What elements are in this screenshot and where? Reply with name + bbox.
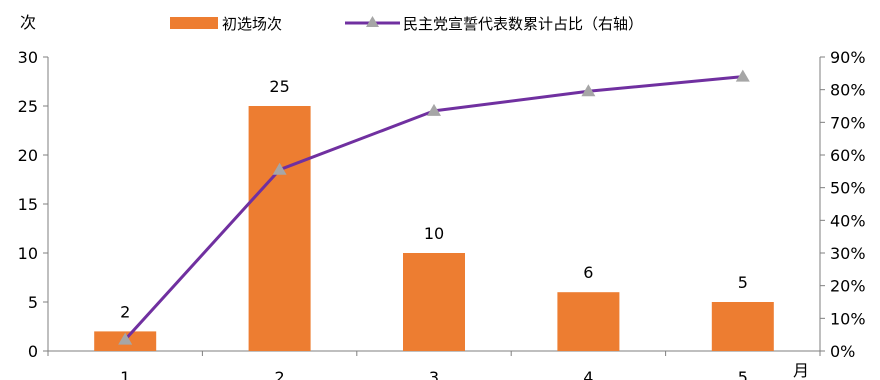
bar bbox=[403, 253, 465, 351]
y-left-tick-label: 30 bbox=[18, 48, 38, 67]
y-right-tick-label: 40% bbox=[830, 211, 866, 230]
line-point-marker bbox=[581, 84, 596, 97]
bars bbox=[94, 106, 774, 351]
y-left-tick-label: 20 bbox=[18, 146, 38, 165]
x-tick-label: 5 bbox=[738, 368, 748, 380]
y-left-unit-label: 次 bbox=[20, 13, 36, 32]
y-left-ticks: 0 5 10 15 20 25 30 bbox=[18, 48, 48, 361]
line-point-marker bbox=[272, 162, 287, 175]
line-series bbox=[118, 69, 750, 345]
x-tick-label: 1 bbox=[120, 368, 130, 380]
y-right-tick-label: 30% bbox=[830, 244, 866, 263]
y-right-tick-label: 0% bbox=[830, 342, 855, 361]
bar-data-label: 5 bbox=[738, 273, 748, 292]
y-right-tick-label: 70% bbox=[830, 113, 866, 132]
bar-data-label: 25 bbox=[269, 77, 289, 96]
legend-label-line: 民主党宣誓代表数累计占比（右轴） bbox=[403, 15, 643, 33]
y-right-tick-label: 20% bbox=[830, 277, 866, 296]
bar-data-label: 10 bbox=[424, 224, 444, 243]
x-tick-label: 3 bbox=[429, 368, 439, 380]
y-right-tick-label: 90% bbox=[830, 48, 866, 67]
x-tick-label: 4 bbox=[583, 368, 593, 380]
x-unit-label: 月 bbox=[793, 361, 809, 380]
y-right-tick-label: 60% bbox=[830, 146, 866, 165]
bar bbox=[711, 302, 774, 351]
bar-labels: 2 25 10 6 5 bbox=[120, 77, 748, 321]
line-point-marker bbox=[118, 332, 133, 345]
y-right-tick-label: 50% bbox=[830, 179, 866, 198]
bar bbox=[248, 106, 311, 351]
y-right-ticks: 0% 10% 20% 30% 40% 50% 60% 70% 80% 90% bbox=[820, 48, 866, 361]
line-point-marker bbox=[735, 69, 750, 82]
y-left-tick-label: 25 bbox=[18, 97, 38, 116]
y-right-tick-label: 80% bbox=[830, 81, 866, 100]
line-point-marker bbox=[427, 103, 441, 116]
legend: 初选场次 民主党宣誓代表数累计占比（右轴） bbox=[170, 15, 643, 33]
legend-label-bar: 初选场次 bbox=[222, 15, 282, 33]
y-left-tick-label: 0 bbox=[28, 342, 38, 361]
bar-data-label: 2 bbox=[120, 302, 130, 321]
x-tick-label: 2 bbox=[275, 368, 285, 380]
bar bbox=[557, 292, 620, 351]
y-left-tick-label: 5 bbox=[28, 293, 38, 312]
y-left-tick-label: 15 bbox=[18, 195, 38, 214]
legend-swatch-bar bbox=[170, 17, 218, 29]
bar-data-label: 6 bbox=[583, 263, 593, 282]
y-left-tick-label: 10 bbox=[18, 244, 38, 263]
legend-swatch-marker bbox=[366, 16, 379, 27]
y-right-tick-label: 10% bbox=[830, 309, 866, 328]
x-ticks: 1 2 3 4 5 bbox=[47, 351, 821, 380]
